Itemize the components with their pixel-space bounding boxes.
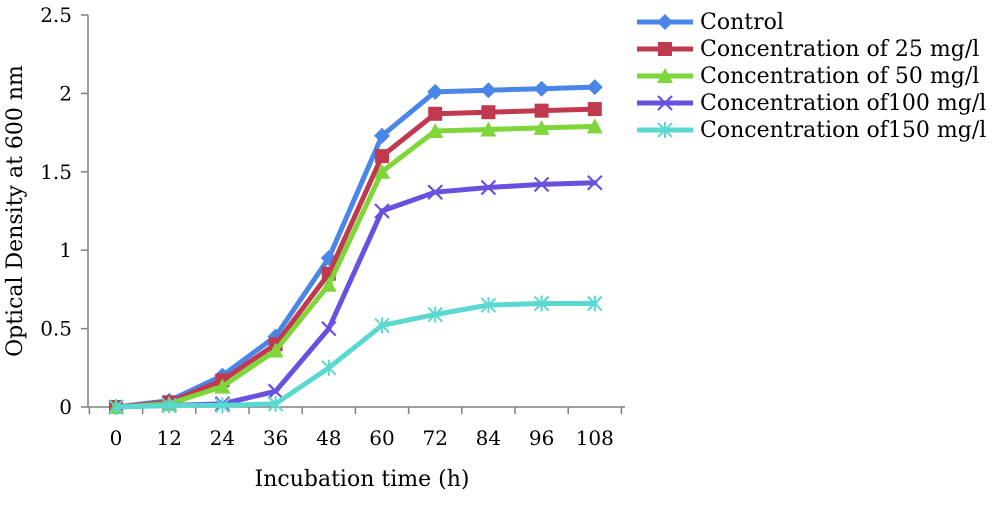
y-tick-label: 0.5 (40, 317, 72, 341)
data-point-asterisk (427, 306, 443, 323)
data-point-square (375, 149, 389, 164)
series-2 (109, 102, 602, 414)
series-line (113, 301, 598, 410)
data-point-triangle (533, 119, 550, 135)
data-point-asterisk (587, 295, 603, 312)
legend-label: Concentration of 50 mg/l (700, 64, 979, 89)
data-point-square (534, 103, 549, 118)
data-point-triangle (657, 68, 673, 83)
data-point-asterisk (161, 397, 177, 414)
series-line (113, 106, 598, 410)
data-point-diamond (427, 83, 444, 100)
x-tick-label: 0 (110, 426, 123, 450)
series-5 (108, 295, 603, 415)
legend-item: Concentration of 50 mg/l (637, 64, 979, 89)
data-point-asterisk (374, 317, 390, 334)
data-point-square (658, 42, 672, 56)
data-point-square (587, 102, 602, 117)
legend-item: Control (637, 10, 784, 35)
y-tick-label: 1 (59, 238, 72, 262)
data-point-x (533, 176, 550, 193)
data-point-triangle (586, 118, 603, 134)
data-point-diamond (657, 14, 673, 30)
y-tick-label: 2 (59, 81, 72, 105)
data-point-triangle (267, 342, 284, 358)
data-point-x (321, 320, 337, 337)
legend-label: Control (700, 10, 784, 35)
data-point-x (267, 383, 284, 400)
x-tick-label: 24 (210, 426, 235, 450)
data-point-triangle (427, 123, 444, 139)
data-point-asterisk (657, 122, 673, 138)
data-point-x (427, 184, 443, 200)
x-tick-label: 12 (156, 426, 181, 450)
x-tick-label: 108 (576, 426, 614, 450)
data-point-square (428, 106, 443, 121)
series-layer (108, 79, 603, 415)
data-point-diamond (374, 127, 390, 144)
legend-label: Concentration of 25 mg/l (700, 37, 979, 62)
legend-label: Concentration of100 mg/l (700, 91, 986, 116)
data-point-asterisk (480, 297, 497, 314)
legend-item: Concentration of100 mg/l (637, 91, 986, 116)
y-tick-label: 1.5 (40, 160, 72, 184)
data-point-asterisk (267, 395, 284, 412)
x-tick-label: 84 (476, 426, 501, 450)
data-point-square (481, 105, 496, 120)
data-point-triangle (214, 378, 231, 394)
data-point-x (657, 95, 673, 111)
x-tick-label: 36 (263, 426, 288, 450)
data-point-asterisk (108, 399, 124, 415)
legend-label: Concentration of150 mg/l (700, 118, 986, 143)
data-point-triangle (320, 276, 337, 292)
x-axis-title: Incubation time (h) (255, 467, 470, 492)
series-line (113, 84, 598, 410)
y-tick-label: 0 (59, 395, 72, 419)
y-axis-title: Optical Density at 600 nm (3, 65, 28, 357)
data-point-diamond (586, 79, 603, 96)
data-point-asterisk (321, 359, 337, 376)
y-ticks: 0 0.5 1 1.5 2 2.5 (40, 3, 88, 419)
data-point-triangle (480, 121, 497, 137)
x-tick-label: 96 (529, 426, 554, 450)
legend-item: Concentration of150 mg/l (637, 118, 986, 143)
legend-item: Concentration of 25 mg/l (637, 37, 979, 62)
x-tick-label: 48 (316, 426, 341, 450)
x-tick-label: 72 (422, 426, 447, 450)
data-point-x (374, 203, 390, 219)
data-point-x (587, 174, 603, 191)
x-ticks: 0 12 24 36 48 60 72 84 96 108 (88, 407, 623, 450)
data-point-x (480, 179, 497, 196)
data-point-asterisk (533, 295, 550, 312)
data-point-triangle (374, 163, 390, 179)
data-point-diamond (533, 80, 550, 97)
x-tick-label: 60 (369, 426, 394, 450)
series-line (113, 123, 598, 410)
data-point-asterisk (214, 397, 231, 414)
y-tick-label: 2.5 (40, 3, 72, 27)
data-point-diamond (480, 82, 497, 99)
